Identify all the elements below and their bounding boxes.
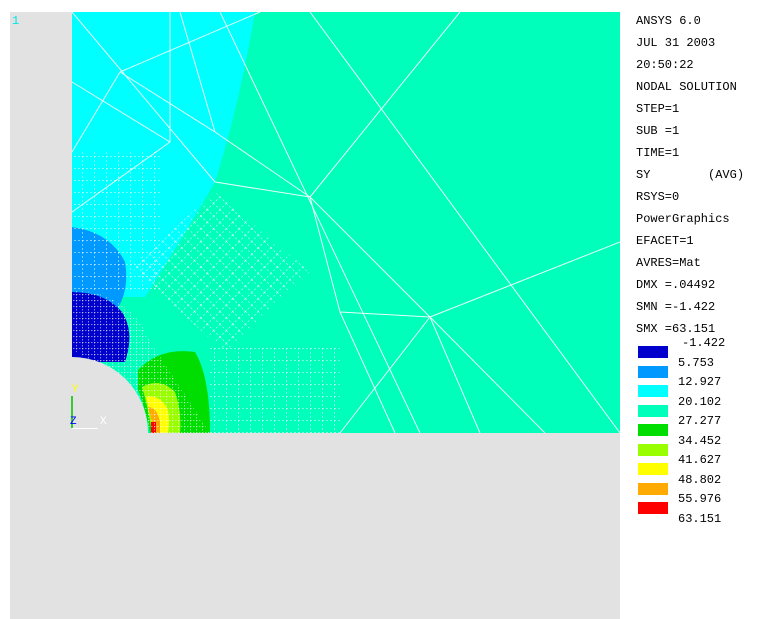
- info-line: SUB =1: [636, 124, 680, 138]
- legend-color-swatch: [638, 443, 668, 456]
- legend-level-label: -1.422: [682, 336, 726, 350]
- legend-panel: ANSYS 6.0 JUL 31 2003 20:50:22 NODAL SOLUTI…: [622, 12, 777, 619]
- info-line: SY (AVG): [636, 168, 745, 182]
- hole-cutout: [72, 357, 148, 433]
- triad-z-label: Z: [70, 416, 77, 428]
- info-line: PowerGraphics: [636, 212, 730, 226]
- legend-level-label: 55.976: [678, 492, 722, 506]
- info-line: SMX =63.151: [636, 322, 716, 336]
- graphics-viewport[interactable]: 1 Y Z X: [10, 12, 620, 619]
- mesh-region-diagonal: [130, 192, 310, 352]
- triad-x-axis: [72, 428, 98, 429]
- legend-color-swatch: [638, 404, 668, 417]
- info-line: ANSYS 6.0: [636, 14, 701, 28]
- legend-level-label: 5.753: [678, 355, 715, 370]
- legend-color-swatch: [638, 424, 668, 436]
- info-line: RSYS=0: [636, 190, 680, 204]
- info-line: AVRES=Mat: [636, 256, 701, 270]
- legend-color-swatch: [638, 502, 668, 514]
- triad-y-axis: [71, 396, 73, 428]
- legend-color-swatch: [638, 365, 668, 378]
- info-line: 20:50:22: [636, 58, 694, 72]
- mesh-lines: [71, 12, 620, 434]
- contour-plot: [71, 12, 620, 434]
- legend-level-label: 48.802: [678, 472, 722, 487]
- mesh-region-hole: [72, 290, 210, 433]
- legend-color-swatch: [638, 385, 668, 397]
- info-line: EFACET=1: [636, 234, 694, 248]
- mesh-region-bottom: [210, 347, 340, 433]
- legend-level-label: 27.277: [678, 414, 722, 428]
- legend-level-label: 41.627: [678, 453, 722, 467]
- info-line: JUL 31 2003: [636, 36, 716, 50]
- info-line: TIME=1: [636, 146, 680, 160]
- legend-level-label: 63.151: [678, 511, 722, 526]
- triad-y-label: Y: [72, 384, 79, 396]
- info-line: SMN =-1.422: [636, 300, 716, 314]
- coordinate-triad: Y Z X: [70, 384, 120, 434]
- info-line: STEP=1: [636, 102, 680, 116]
- info-line: DMX =.04492: [636, 278, 716, 292]
- legend-color-swatch: [638, 346, 668, 358]
- triad-x-label: X: [100, 416, 107, 428]
- legend-level-label: 20.102: [678, 394, 722, 409]
- window-number: 1: [12, 14, 20, 28]
- legend-color-swatch: [638, 463, 668, 475]
- legend-level-label: 34.452: [678, 433, 722, 448]
- legend-color-swatch: [638, 482, 668, 495]
- legend-level-label: 12.927: [678, 375, 722, 389]
- info-line: NODAL SOLUTION: [636, 80, 737, 94]
